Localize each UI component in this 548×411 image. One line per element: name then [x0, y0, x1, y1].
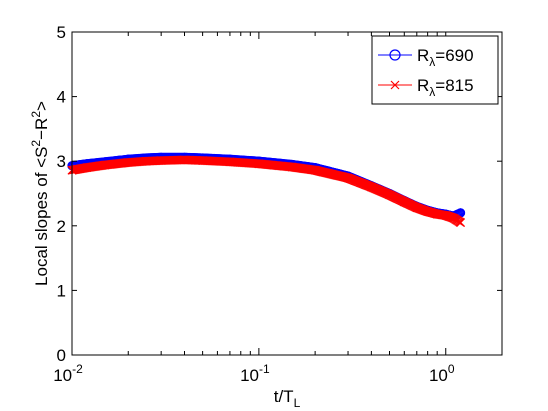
legend-marker	[390, 80, 400, 90]
x-tick-label: 10-1	[240, 362, 270, 385]
y-tick-label: 1	[57, 281, 66, 300]
x-tick-exponent: -2	[72, 362, 83, 376]
y-tick-label: 3	[57, 152, 66, 171]
x-tick-label: 100	[429, 362, 455, 385]
plot-frame	[71, 31, 503, 356]
ticks-layer	[71, 31, 503, 356]
x-tick-exponent: 0	[448, 362, 455, 376]
y-axis-label: Local slopes of <S2−R2>	[29, 101, 51, 286]
y-tick-label: 2	[57, 217, 66, 236]
legend-label: Rλ=815	[417, 76, 474, 99]
legend-item: Rλ=690	[378, 46, 474, 69]
series-815	[67, 155, 465, 227]
marker	[456, 218, 465, 227]
y-tick-label: 0	[57, 346, 66, 365]
legend-item: Rλ=815	[378, 76, 474, 99]
legend-box	[371, 35, 499, 105]
x-tick-label: 10-2	[53, 362, 83, 385]
legend-marker	[389, 49, 401, 61]
y-tick-label: 5	[57, 23, 66, 42]
plot-layer	[67, 152, 466, 227]
x-tick-base: 10	[53, 366, 72, 385]
x-tick-exponent: -1	[259, 362, 270, 376]
y-tick-label: 4	[57, 88, 66, 107]
x-tick-base: 10	[429, 366, 448, 385]
x-axis-label: t/TL	[274, 387, 301, 410]
legend-label: Rλ=690	[417, 46, 474, 69]
x-tick-base: 10	[240, 366, 259, 385]
legend: Rλ=690 Rλ=815	[371, 35, 499, 105]
